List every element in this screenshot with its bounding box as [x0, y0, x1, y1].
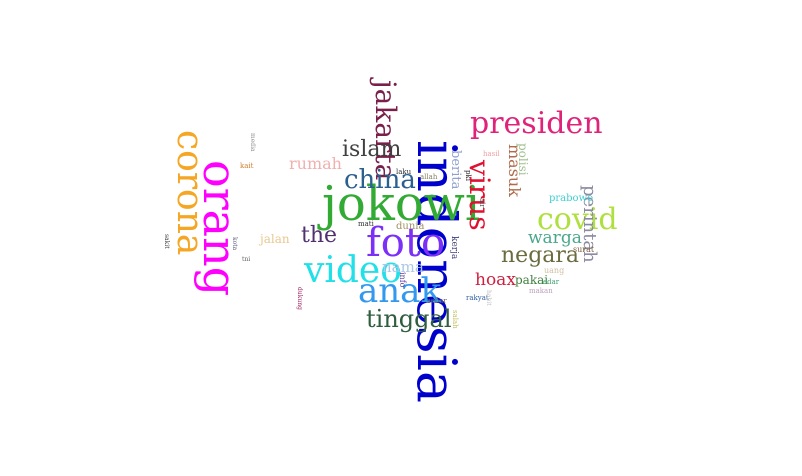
word-makan: makan — [529, 287, 553, 295]
word-kait: kait — [240, 162, 254, 170]
word-corona: corona — [169, 130, 210, 255]
word-hoax: hoax — [475, 270, 516, 290]
word-polisi: polisi — [516, 143, 530, 176]
word-uang: uang — [544, 266, 564, 275]
word-indonesia: indonesia — [405, 140, 468, 403]
word-nama: nama — [382, 258, 424, 276]
word-islam: islam — [342, 137, 401, 162]
word-kerja: kerja — [449, 236, 459, 260]
word-salah: salah — [451, 310, 459, 329]
word-anak: anak — [358, 271, 441, 311]
word-kota: kota — [231, 237, 238, 251]
word-laku: laku — [396, 168, 412, 176]
word-orang: orang — [193, 160, 247, 296]
word-hasil: hasil — [483, 150, 501, 158]
word-prabowo: prabowo — [549, 193, 593, 204]
word-berita: berita — [448, 150, 463, 190]
word-surat: surat — [573, 245, 595, 254]
word-tinggal: tinggal — [366, 305, 452, 333]
word-presiden: presiden — [470, 106, 603, 141]
word-tni: tni — [242, 256, 250, 263]
word-video: video — [303, 250, 402, 291]
word-jalan: jalan — [258, 232, 290, 246]
word-the: the — [301, 223, 337, 248]
word-sakit: sakit — [163, 234, 170, 249]
word-jokowi: jokowi — [317, 176, 480, 232]
word-china: china — [344, 165, 416, 195]
word-perintah: perintah — [579, 185, 600, 263]
word-dukung: dukung — [296, 287, 303, 310]
word-pki: pki — [464, 170, 472, 182]
word-pakai: pakai — [515, 273, 548, 287]
word-sebar: sebar — [427, 297, 447, 305]
word-negara: negara — [501, 243, 579, 268]
word-virus: virus — [463, 159, 496, 231]
word-allah: allah — [420, 173, 438, 181]
word-rakyat: rakyat — [466, 294, 489, 302]
word-edar: edar — [543, 278, 560, 286]
word-media: media — [249, 133, 256, 152]
word-habit: habit — [485, 290, 492, 306]
word-warga: warga — [528, 228, 582, 248]
word-info: info — [398, 272, 407, 288]
word-mati: mati — [358, 220, 375, 228]
word-covid: covid — [537, 202, 618, 237]
word-jakarta: jakarta — [369, 77, 402, 180]
word-masuk: masuk — [505, 144, 524, 197]
word-air: air — [478, 198, 486, 208]
word-dunia: dunia — [396, 221, 424, 232]
word-foto: foto — [366, 220, 445, 266]
word-rumah: rumah — [289, 154, 342, 173]
